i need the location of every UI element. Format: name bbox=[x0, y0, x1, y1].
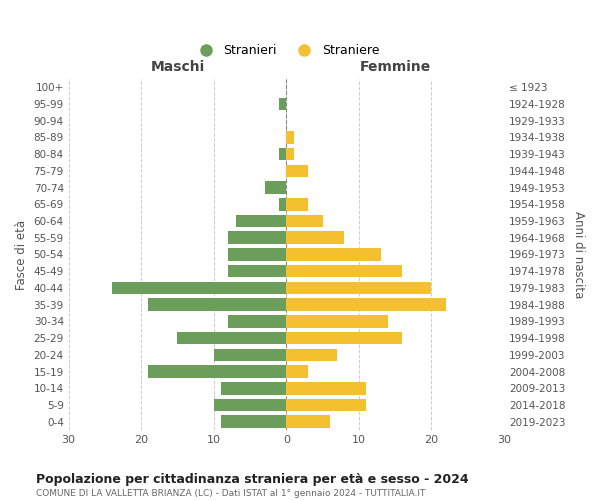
Bar bbox=[286, 164, 308, 177]
Bar bbox=[286, 131, 293, 143]
Bar bbox=[279, 98, 286, 110]
Bar bbox=[228, 265, 286, 278]
Bar bbox=[178, 332, 286, 344]
Bar bbox=[286, 315, 388, 328]
Bar bbox=[228, 248, 286, 260]
Bar bbox=[286, 232, 344, 244]
Text: Femmine: Femmine bbox=[359, 60, 431, 74]
Bar bbox=[286, 382, 366, 394]
Bar bbox=[214, 399, 286, 411]
Bar bbox=[279, 148, 286, 160]
Bar bbox=[286, 366, 308, 378]
Bar bbox=[286, 298, 446, 311]
Bar bbox=[286, 214, 323, 228]
Bar bbox=[286, 265, 403, 278]
Text: Popolazione per cittadinanza straniera per età e sesso - 2024: Popolazione per cittadinanza straniera p… bbox=[36, 472, 469, 486]
Bar bbox=[286, 148, 293, 160]
Bar bbox=[286, 399, 366, 411]
Y-axis label: Anni di nascita: Anni di nascita bbox=[572, 211, 585, 298]
Bar bbox=[286, 248, 380, 260]
Bar bbox=[228, 315, 286, 328]
Legend: Stranieri, Straniere: Stranieri, Straniere bbox=[188, 40, 385, 62]
Bar bbox=[286, 348, 337, 361]
Bar bbox=[265, 182, 286, 194]
Text: Maschi: Maschi bbox=[151, 60, 205, 74]
Bar bbox=[286, 198, 308, 210]
Bar bbox=[221, 382, 286, 394]
Bar bbox=[286, 332, 403, 344]
Bar bbox=[214, 348, 286, 361]
Bar bbox=[112, 282, 286, 294]
Bar bbox=[221, 416, 286, 428]
Bar bbox=[236, 214, 286, 228]
Bar bbox=[228, 232, 286, 244]
Y-axis label: Fasce di età: Fasce di età bbox=[15, 220, 28, 290]
Bar bbox=[286, 282, 431, 294]
Bar bbox=[148, 366, 286, 378]
Bar bbox=[148, 298, 286, 311]
Text: COMUNE DI LA VALLETTA BRIANZA (LC) - Dati ISTAT al 1° gennaio 2024 - TUTTITALIA.: COMUNE DI LA VALLETTA BRIANZA (LC) - Dat… bbox=[36, 489, 425, 498]
Bar bbox=[286, 416, 330, 428]
Bar bbox=[279, 198, 286, 210]
